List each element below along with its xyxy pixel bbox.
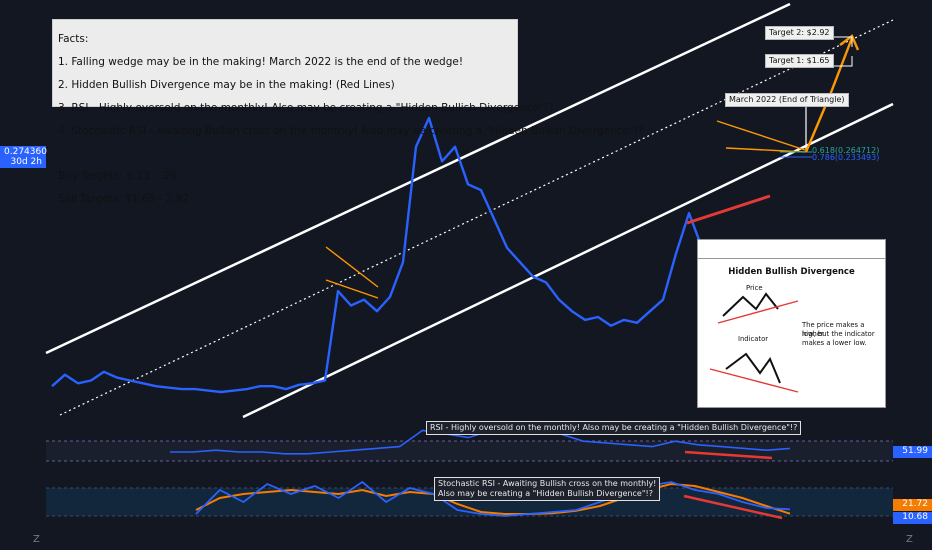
hbd-description-1: The price makes a higher: [802, 321, 865, 338]
target2-label[interactable]: Target 2: $2.92: [765, 26, 834, 40]
current-price: 0.274360: [4, 147, 47, 157]
hbd-indicator-zigzag: [725, 352, 781, 384]
wedge-end-label[interactable]: March 2022 (End of Triangle): [725, 93, 849, 107]
rsi-note[interactable]: RSI - Highly oversold on the monthly! Al…: [426, 421, 802, 435]
wedge-lower: [725, 147, 806, 153]
current-price-tag: 0.274360 30d 2h: [0, 146, 47, 168]
price-divergence-red-line: [686, 194, 771, 225]
stoch-note-line2: Also may be creating a "Hidden Bullish D…: [438, 489, 653, 498]
stoch-d-value-tag: 10.68: [893, 512, 932, 524]
right-z-icon[interactable]: Z: [906, 534, 913, 545]
rsi-band: [46, 441, 893, 461]
buy-targets: Buy Targets: $.23 - .26: [58, 170, 177, 182]
fib-786-label: 0.786(0.233493): [812, 153, 880, 162]
hbd-panel-header: [697, 239, 886, 259]
hbd-diagram: [709, 292, 799, 393]
channel-lower-line[interactable]: [242, 102, 894, 419]
facts-item-2: 2. Hidden Bullish Divergence may be in t…: [58, 78, 395, 91]
facts-spacer: [58, 149, 512, 160]
triangle1-upper: [325, 246, 379, 288]
left-z-icon[interactable]: Z: [33, 534, 40, 545]
stoch-divergence-red-line: [683, 494, 783, 520]
stoch-d-line: [195, 482, 791, 515]
facts-heading: Facts:: [58, 32, 89, 45]
rsi-value-tag: 51.99: [893, 446, 932, 458]
facts-box[interactable]: Facts: 1. Falling wedge may be in the ma…: [52, 19, 643, 205]
fib-618-label: 0.618(0.264712): [812, 146, 880, 155]
channel-upper-line[interactable]: [45, 2, 791, 355]
hbd-panel[interactable]: Hidden Bullish Divergence Price Indicato…: [697, 258, 886, 408]
triangle1-lower: [325, 279, 379, 299]
hbd-indicator-red-line: [709, 368, 799, 393]
price-line: [51, 116, 807, 394]
wedge-upper: [716, 120, 806, 151]
hbd-price-label: Price: [746, 284, 763, 292]
hbd-indicator-label: Indicator: [738, 335, 769, 343]
stoch-note[interactable]: Stochastic RSI - Awaiting Bullish cross …: [434, 477, 661, 501]
stoch-k-value-tag: 21.72: [893, 499, 932, 511]
hbd-title: Hidden Bullish Divergence: [728, 267, 855, 277]
projection-arrow-head: [839, 34, 860, 51]
channel-mid-line[interactable]: [59, 19, 894, 416]
rsi-divergence-red-line: [684, 450, 773, 460]
candle-countdown: 30d 2h: [10, 157, 42, 167]
facts-item-3: 3. RSI - Highly oversold on the monthly!…: [58, 101, 554, 114]
hbd-price-zigzag: [722, 292, 779, 317]
hbd-price-red-line: [717, 300, 799, 324]
stoch-note-line1: Stochastic RSI - Awaiting Bullish cross …: [438, 479, 657, 488]
hbd-description-2: low, but the indicator: [802, 330, 875, 338]
facts-item-4: 4. Stochastic RSI - Awaiting Bullish cro…: [58, 124, 644, 137]
sell-targets: Sell Targets: $1.65 - 2.92: [58, 193, 190, 205]
target1-label[interactable]: Target 1: $1.65: [765, 54, 834, 68]
hbd-description-3: makes a lower low.: [802, 339, 867, 347]
facts-item-1: 1. Falling wedge may be in the making! M…: [58, 55, 464, 68]
stoch-k-line: [195, 480, 791, 517]
